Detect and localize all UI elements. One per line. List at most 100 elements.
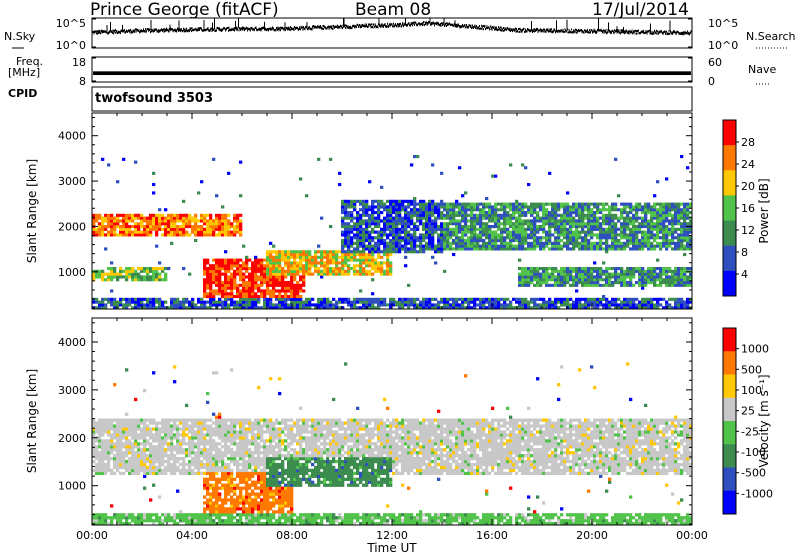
data-cell bbox=[260, 258, 264, 262]
data-cell bbox=[560, 244, 564, 248]
data-cell bbox=[509, 205, 513, 209]
data-cell bbox=[392, 211, 396, 215]
data-cell bbox=[239, 283, 243, 287]
data-cell bbox=[620, 244, 624, 248]
data-cell bbox=[131, 272, 135, 276]
data-cell bbox=[485, 297, 489, 301]
data-cell bbox=[170, 297, 174, 301]
data-cell bbox=[617, 281, 621, 285]
data-cell bbox=[440, 233, 444, 237]
data-cell bbox=[662, 230, 666, 234]
data-cell bbox=[386, 225, 390, 229]
noise-sample bbox=[238, 29, 240, 32]
data-cell bbox=[431, 205, 435, 209]
data-cell bbox=[290, 267, 294, 271]
data-cell bbox=[374, 216, 378, 220]
data-cell bbox=[356, 247, 360, 251]
data-cell bbox=[122, 297, 126, 301]
data-cell bbox=[254, 283, 258, 287]
noise-sample bbox=[609, 30, 611, 33]
noise-sample bbox=[277, 26, 279, 29]
data-cell bbox=[218, 283, 222, 287]
data-cell bbox=[656, 278, 660, 282]
data-cell bbox=[431, 199, 435, 203]
data-cell bbox=[635, 230, 639, 234]
noise-sample bbox=[191, 30, 192, 33]
data-cell bbox=[413, 205, 417, 209]
data-cell bbox=[509, 306, 513, 309]
data-cell bbox=[341, 300, 345, 304]
data-cell bbox=[278, 295, 282, 299]
data-cell bbox=[578, 275, 582, 279]
data-cell bbox=[650, 225, 654, 229]
data-cell bbox=[506, 244, 510, 248]
noise-sample bbox=[154, 30, 155, 33]
data-cell bbox=[644, 306, 648, 309]
data-cell bbox=[359, 241, 363, 245]
data-cell bbox=[92, 216, 96, 220]
data-cell bbox=[440, 202, 444, 206]
data-cell bbox=[212, 227, 216, 231]
data-cell bbox=[140, 213, 144, 217]
data-cell bbox=[230, 278, 234, 282]
data-cell bbox=[344, 213, 348, 217]
data-cell bbox=[560, 269, 564, 273]
data-cell bbox=[626, 213, 630, 217]
data-cell bbox=[545, 236, 549, 240]
data-cell bbox=[374, 297, 378, 301]
data-cell bbox=[581, 244, 585, 248]
data-cell bbox=[239, 306, 243, 309]
data-cell bbox=[365, 255, 369, 259]
data-cell bbox=[581, 306, 585, 309]
noise-sample bbox=[500, 29, 501, 32]
data-cell bbox=[407, 250, 411, 254]
data-cell bbox=[296, 267, 300, 271]
data-cell bbox=[107, 213, 111, 217]
noise-sample bbox=[478, 26, 479, 29]
data-cell bbox=[419, 219, 423, 223]
data-cell bbox=[146, 216, 150, 220]
data-cell bbox=[149, 303, 153, 307]
data-cell bbox=[533, 205, 537, 209]
data-cell bbox=[650, 269, 654, 273]
data-cell bbox=[665, 275, 669, 279]
data-cell bbox=[110, 222, 114, 226]
data-cell bbox=[215, 264, 219, 268]
data-cell bbox=[404, 250, 408, 254]
data-cell bbox=[629, 283, 633, 287]
data-cell bbox=[665, 205, 669, 209]
data-cell bbox=[320, 255, 324, 259]
data-cell bbox=[224, 303, 228, 307]
data-cell bbox=[632, 300, 636, 304]
noise-sample bbox=[254, 28, 255, 31]
data-cell bbox=[419, 250, 423, 254]
data-cell bbox=[392, 230, 396, 234]
data-cell bbox=[347, 202, 351, 206]
data-cell bbox=[590, 225, 594, 229]
data-cell bbox=[491, 205, 495, 209]
data-cell bbox=[512, 244, 516, 248]
data-cell bbox=[524, 211, 528, 215]
noise-sample bbox=[440, 24, 442, 27]
data-cell bbox=[500, 247, 504, 251]
data-cell bbox=[578, 225, 582, 229]
noise-sample bbox=[176, 29, 178, 32]
data-cell bbox=[386, 216, 390, 220]
data-cell bbox=[182, 230, 186, 234]
data-cell bbox=[146, 222, 150, 226]
data-cell bbox=[590, 269, 594, 273]
data-cell bbox=[563, 211, 567, 215]
data-cell bbox=[254, 272, 258, 276]
noise-sample bbox=[632, 29, 634, 32]
data-cell bbox=[464, 202, 468, 206]
data-cell bbox=[524, 233, 528, 237]
data-cell bbox=[404, 216, 408, 220]
data-cell bbox=[500, 230, 504, 234]
data-cell bbox=[620, 225, 624, 229]
data-cell bbox=[116, 180, 120, 184]
data-cell bbox=[272, 269, 276, 273]
data-cell bbox=[635, 247, 639, 251]
data-cell bbox=[500, 222, 504, 226]
data-cell bbox=[215, 258, 219, 262]
noise-sample bbox=[219, 27, 220, 30]
